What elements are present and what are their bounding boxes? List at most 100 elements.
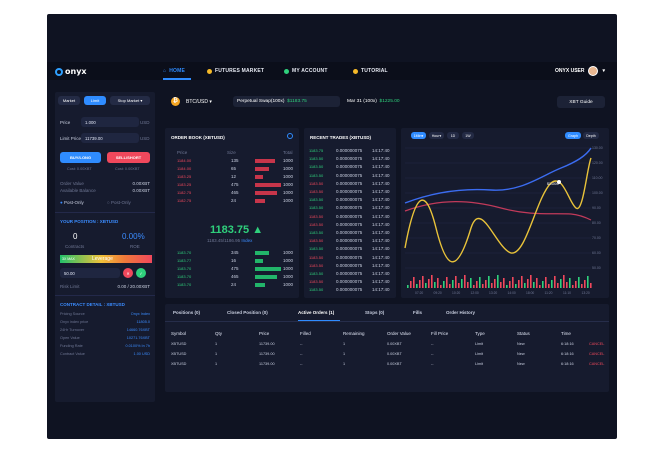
orders-col-header: Qty	[215, 331, 223, 336]
volume-bar	[467, 282, 469, 288]
order-cell: Limit	[475, 342, 484, 346]
order-cell: --	[300, 362, 303, 366]
bid-cell: 1000	[283, 258, 294, 263]
volume-bar	[479, 277, 481, 288]
volume-bar	[557, 283, 559, 288]
confirm-icon[interactable]: ✓	[136, 268, 146, 278]
settings-icon[interactable]	[287, 133, 293, 139]
volume-bar	[539, 285, 541, 288]
contract-detail-value: 1.00 USD	[133, 352, 150, 356]
volume-bar	[443, 281, 445, 288]
order-row: XBTUSD 1 11739.00 -- 1 0.00XBT -- Limit New 6:18:…	[165, 362, 609, 370]
x-tick-label: 09:20	[433, 291, 442, 295]
trade-price: 1183.50	[309, 156, 324, 162]
stop-market-tab[interactable]: Stop Market ▾	[110, 96, 150, 105]
trade-price: 1183.50	[309, 230, 324, 235]
order-cell: --	[300, 352, 303, 356]
ask-cell: 1000	[283, 190, 294, 195]
volume-bar	[500, 282, 502, 288]
buy-long-button[interactable]: BUY/LONG	[60, 152, 101, 163]
tab-hour[interactable]: Hour ▾	[429, 132, 444, 139]
trade-time: 14:17:40	[372, 172, 390, 178]
cancel-order-button[interactable]: CANCEL	[589, 352, 605, 356]
y-tick-label: 120.00	[592, 161, 603, 165]
market-order-tab[interactable]: Market	[58, 96, 80, 105]
volume-bar	[410, 281, 412, 288]
tab-1w[interactable]: 1W	[462, 132, 474, 139]
order-cell: XBTUSD	[171, 362, 187, 366]
y-tick-label: 70.00	[592, 236, 601, 240]
orders-tab[interactable]: Closed Position (0)	[227, 310, 268, 315]
nav-active-underline	[163, 78, 191, 80]
perpetual-swap-tab[interactable]: Perpetual Swap(100x) $1183.75	[233, 96, 340, 107]
x-tick-label: 13:20	[581, 291, 590, 295]
y-tick-label: 110.00	[592, 176, 603, 180]
bid-cell: 1000	[283, 282, 294, 287]
chart-tooltip: $14000	[547, 182, 559, 186]
trade-size: 0.000000075	[336, 156, 363, 162]
nav-account[interactable]: MY ACCOUNT	[284, 68, 328, 74]
sell-short-button[interactable]: SELL/SHORT	[107, 152, 150, 163]
trade-size: 0.000000075	[336, 254, 363, 260]
depth-view-button[interactable]: Depth	[583, 132, 599, 139]
nav-futures[interactable]: FUTURES MARKET	[207, 68, 264, 74]
x-tick-label: 10:20	[452, 291, 461, 295]
order-cell: --	[431, 362, 434, 366]
orders-tab[interactable]: Stops (0)	[365, 310, 385, 315]
order-cell: --	[431, 352, 434, 356]
app-window: onyx ⌂ HOME FUTURES MARKET MY ACCOUNT TUT…	[47, 14, 617, 439]
volume-bar	[521, 276, 523, 288]
order-cell: --	[300, 342, 303, 346]
nav-tutorial[interactable]: TUTORIAL	[353, 68, 388, 74]
brand-logo[interactable]: onyx	[55, 67, 87, 76]
volume-bar	[413, 277, 415, 288]
trade-size: 0.000000075	[336, 287, 363, 293]
x-tick-label: 13:20	[489, 291, 498, 295]
volume-bar	[515, 284, 517, 288]
trade-size: 0.000000075	[336, 271, 363, 276]
ask-cell: 1000	[283, 174, 294, 179]
orders-col-header: Symbol	[171, 331, 187, 336]
price-input[interactable]: 1.000	[81, 117, 139, 127]
contract-detail-value: 11805.0	[136, 320, 150, 324]
orders-tab[interactable]: Positions (0)	[173, 310, 201, 315]
trade-price: 1183.50	[309, 213, 324, 219]
mar-contract-tab[interactable]: Mar 31 (100x) $1225.00	[347, 99, 400, 104]
user-menu[interactable]: ONYX USER ▾	[555, 66, 605, 76]
ask-depth-bar	[255, 175, 263, 179]
limit-price-input[interactable]: 11739.00	[81, 133, 139, 143]
sell-cost: Cost: 0.00XBT	[115, 167, 140, 171]
limit-order-tab[interactable]: Limit	[84, 96, 106, 105]
volume-bar	[488, 276, 490, 288]
contract-detail-key: Pricing Source	[60, 312, 85, 316]
ask-cell: 1183.25	[177, 182, 192, 187]
x-tick-label: 18:00	[526, 291, 535, 295]
volume-bar	[476, 281, 478, 288]
tab-1min[interactable]: 1Min ▾	[411, 132, 426, 139]
graph-view-button[interactable]: Graph	[565, 132, 581, 139]
contract-detail-value: 14660.76XBT	[126, 328, 150, 332]
blue-series-line	[404, 147, 592, 204]
orders-tab[interactable]: Fills	[413, 310, 423, 315]
avatar	[588, 66, 599, 76]
volume-bar	[491, 283, 493, 288]
symbol-selector[interactable]: BTC/USD ▾	[186, 99, 212, 105]
post-only-radio-2[interactable]: ○ Post-Only	[107, 200, 131, 205]
trade-price: 1183.50	[309, 279, 324, 285]
contract-detail-value: Onyx Index	[130, 312, 150, 316]
orders-tab[interactable]: Order History	[446, 310, 476, 315]
xbt-guide-button[interactable]: XBT Guide	[557, 96, 605, 108]
trade-time: 14:17:40	[372, 197, 390, 203]
order-book-panel: ORDER BOOK (XBTUSD) Price Size Total 118…	[165, 128, 299, 298]
cancel-icon[interactable]: ✕	[123, 268, 133, 278]
leverage-slider[interactable]: 3X MAX Leverage	[60, 255, 152, 263]
nav-home[interactable]: ⌂ HOME	[163, 68, 186, 74]
orders-tab[interactable]: Active Orders (1)	[298, 310, 335, 315]
post-only-radio-1[interactable]: ● Post-Only	[60, 200, 84, 205]
cancel-order-button[interactable]: CANCEL	[589, 342, 605, 346]
amount-input[interactable]: 50.00	[60, 268, 120, 278]
trade-time: 14:17:40	[372, 221, 390, 227]
last-price: 1183.75 ▲	[210, 224, 264, 236]
cancel-order-button[interactable]: CANCEL	[589, 362, 605, 366]
tab-1d[interactable]: 1D	[447, 132, 459, 139]
